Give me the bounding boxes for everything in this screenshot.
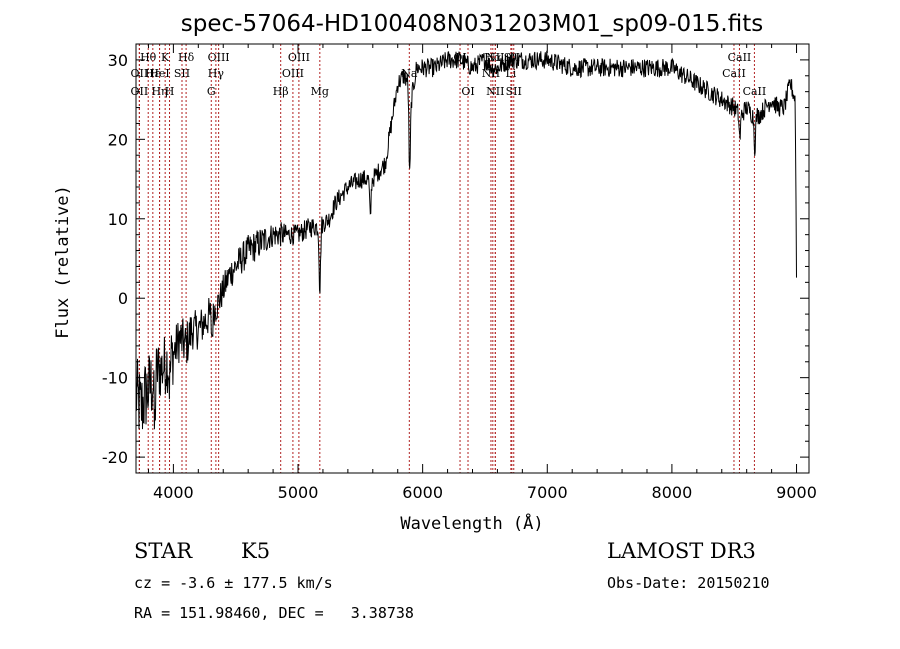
line-label-7: H xyxy=(165,85,175,98)
line-label-15: OIII xyxy=(288,51,310,64)
object-subclass: K5 xyxy=(241,539,271,563)
chart-title: spec-57064-HD100408N031203M01_sp09-015.f… xyxy=(181,11,763,37)
redshift-readout: cz = -3.6 ± 177.5 km/s xyxy=(134,574,333,592)
y-tick-label-4: 20 xyxy=(108,130,128,149)
line-label-28: CaII xyxy=(728,51,752,64)
line-label-16: Mg xyxy=(311,85,329,98)
line-label-8: Hδ xyxy=(178,51,195,64)
y-tick-label-3: 10 xyxy=(108,210,128,229)
line-label-14: OIII xyxy=(282,67,304,80)
line-label-9: SII xyxy=(174,67,190,80)
x-tick-label-0: 4000 xyxy=(153,483,194,502)
axes: 4000 5000 6000 7000 8000 9000 -20 -10 0 10 20 30 xyxy=(102,43,817,502)
x-tick-label-2: 6000 xyxy=(402,483,443,502)
x-tick-label-4: 8000 xyxy=(652,483,693,502)
line-label-12: G xyxy=(207,85,216,98)
line-label-23: NII xyxy=(486,51,504,64)
x-tick-label-1: 5000 xyxy=(278,483,319,502)
line-label-22: NII xyxy=(486,85,504,98)
y-tick-label-2: 0 xyxy=(118,289,128,308)
line-label-11: Hγ xyxy=(208,67,225,80)
y-tick-label-0: -20 xyxy=(102,448,128,467)
y-tick-label-5: 30 xyxy=(108,51,128,70)
line-label-4: Hη xyxy=(151,85,167,98)
line-label-24: Li xyxy=(505,67,516,80)
x-tick-label-3: 7000 xyxy=(527,483,568,502)
line-label-3: Hε xyxy=(145,67,161,80)
plot-frame xyxy=(135,43,810,474)
obs-date: Obs-Date: 20150210 xyxy=(607,574,770,592)
coordinates: RA = 151.98460, DEC = 3.38738 xyxy=(134,604,414,622)
y-tick-label-1: -10 xyxy=(102,369,128,388)
spectrum-series xyxy=(135,50,797,430)
object-class: STAR xyxy=(134,539,193,563)
line-label-10: OIII xyxy=(208,51,230,64)
line-label-27: CaII xyxy=(722,67,746,80)
spectrum-line xyxy=(135,50,797,430)
line-label-0: Hθ xyxy=(140,51,157,64)
line-label-13: Hβ xyxy=(273,85,289,98)
line-label-6: HeI xyxy=(149,67,169,80)
line-label-26: SII xyxy=(506,85,522,98)
line-label-5: K xyxy=(161,51,170,64)
line-label-29: CaII xyxy=(743,85,767,98)
line-label-19: OI xyxy=(461,85,474,98)
x-tick-label-5: 9000 xyxy=(776,483,817,502)
y-axis-label: Flux (relative) xyxy=(53,185,73,339)
survey-name: LAMOST DR3 xyxy=(607,539,756,563)
x-axis-label: Wavelength (Å) xyxy=(400,512,543,534)
